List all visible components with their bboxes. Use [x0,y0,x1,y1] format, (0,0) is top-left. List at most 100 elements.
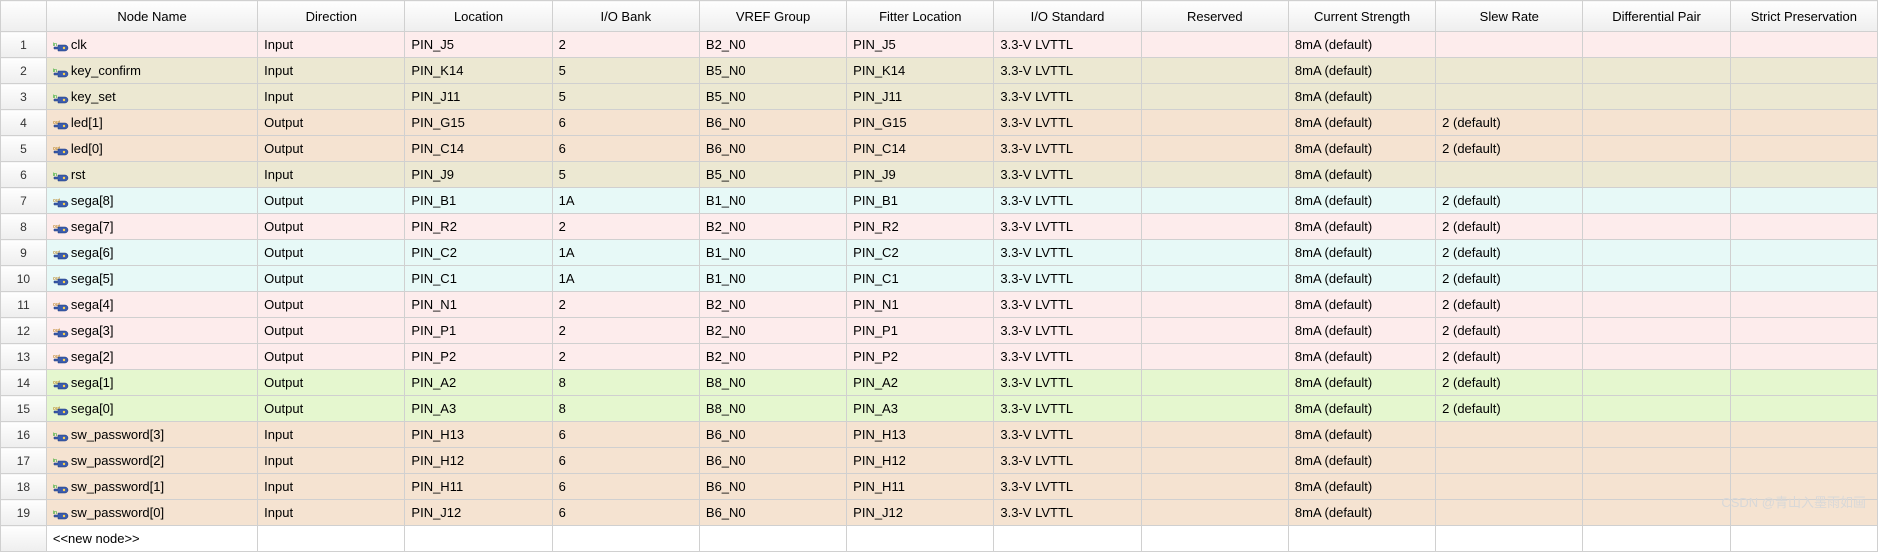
cell-std[interactable]: 3.3-V LVTTL [994,318,1141,344]
table-row[interactable]: 5 out led[0]OutputPIN_C146B6_N0PIN_C143.… [1,136,1878,162]
table-row[interactable]: 13 out sega[2]OutputPIN_P22B2_N0PIN_P23.… [1,344,1878,370]
cell-strict[interactable] [1730,396,1877,422]
cell-node[interactable]: out sega[6] [46,240,257,266]
cell-diff[interactable] [1583,84,1730,110]
cell-diff[interactable] [1583,318,1730,344]
table-row[interactable]: 7 out sega[8]OutputPIN_B11AB1_N0PIN_B13.… [1,188,1878,214]
cell-loc[interactable]: PIN_J9 [405,162,552,188]
column-header-strict[interactable]: Strict Preservation [1730,1,1877,32]
cell-loc[interactable]: PIN_J12 [405,500,552,526]
cell-node[interactable]: out sega[7] [46,214,257,240]
cell-cur[interactable]: 8mA (default) [1288,188,1435,214]
row-number[interactable]: 14 [1,370,47,396]
cell-vref[interactable]: B1_N0 [699,240,846,266]
cell-bank[interactable]: 6 [552,110,699,136]
cell-bank[interactable]: 5 [552,162,699,188]
cell-vref[interactable]: B6_N0 [699,474,846,500]
cell-slew[interactable]: 2 (default) [1436,344,1583,370]
cell-res[interactable] [1141,344,1288,370]
cell-std[interactable]: 3.3-V LVTTL [994,266,1141,292]
cell-loc[interactable]: PIN_A2 [405,370,552,396]
cell-empty[interactable] [847,526,994,552]
cell-diff[interactable] [1583,214,1730,240]
cell-dir[interactable]: Output [258,396,405,422]
cell-slew[interactable] [1436,474,1583,500]
cell-vref[interactable]: B5_N0 [699,58,846,84]
cell-diff[interactable] [1583,500,1730,526]
cell-node[interactable]: out sega[4] [46,292,257,318]
cell-diff[interactable] [1583,32,1730,58]
cell-dir[interactable]: Input [258,500,405,526]
cell-slew[interactable] [1436,84,1583,110]
cell-strict[interactable] [1730,188,1877,214]
cell-cur[interactable]: 8mA (default) [1288,292,1435,318]
cell-res[interactable] [1141,422,1288,448]
row-number[interactable]: 16 [1,422,47,448]
cell-node[interactable]: in clk [46,32,257,58]
cell-loc[interactable]: PIN_B1 [405,188,552,214]
column-header-dir[interactable]: Direction [258,1,405,32]
cell-loc[interactable]: PIN_G15 [405,110,552,136]
cell-std[interactable]: 3.3-V LVTTL [994,58,1141,84]
column-header-std[interactable]: I/O Standard [994,1,1141,32]
cell-std[interactable]: 3.3-V LVTTL [994,84,1141,110]
row-number[interactable]: 9 [1,240,47,266]
cell-res[interactable] [1141,474,1288,500]
cell-std[interactable]: 3.3-V LVTTL [994,136,1141,162]
row-number[interactable]: 6 [1,162,47,188]
cell-empty[interactable] [1141,526,1288,552]
cell-bank[interactable]: 1A [552,266,699,292]
cell-fit[interactable]: PIN_C1 [847,266,994,292]
cell-diff[interactable] [1583,58,1730,84]
cell-vref[interactable]: B6_N0 [699,136,846,162]
row-number[interactable]: 4 [1,110,47,136]
cell-vref[interactable]: B6_N0 [699,110,846,136]
row-number[interactable]: 2 [1,58,47,84]
cell-cur[interactable]: 8mA (default) [1288,318,1435,344]
cell-res[interactable] [1141,448,1288,474]
cell-bank[interactable]: 8 [552,370,699,396]
cell-diff[interactable] [1583,188,1730,214]
cell-loc[interactable]: PIN_C14 [405,136,552,162]
cell-strict[interactable] [1730,474,1877,500]
table-row[interactable]: 1 in clkInputPIN_J52B2_N0PIN_J53.3-V LVT… [1,32,1878,58]
cell-slew[interactable] [1436,500,1583,526]
cell-slew[interactable] [1436,58,1583,84]
cell-res[interactable] [1141,110,1288,136]
cell-cur[interactable]: 8mA (default) [1288,370,1435,396]
column-header-bank[interactable]: I/O Bank [552,1,699,32]
cell-vref[interactable]: B2_N0 [699,214,846,240]
cell-slew[interactable]: 2 (default) [1436,396,1583,422]
cell-bank[interactable]: 6 [552,448,699,474]
cell-node[interactable]: out led[1] [46,110,257,136]
cell-slew[interactable] [1436,32,1583,58]
table-row[interactable]: 2 in key_confirmInputPIN_K145B5_N0PIN_K1… [1,58,1878,84]
cell-fit[interactable]: PIN_P1 [847,318,994,344]
cell-vref[interactable]: B5_N0 [699,84,846,110]
cell-cur[interactable]: 8mA (default) [1288,266,1435,292]
cell-diff[interactable] [1583,474,1730,500]
row-number[interactable]: 13 [1,344,47,370]
cell-dir[interactable]: Output [258,136,405,162]
cell-bank[interactable]: 1A [552,188,699,214]
cell-vref[interactable]: B8_N0 [699,396,846,422]
cell-std[interactable]: 3.3-V LVTTL [994,292,1141,318]
column-header-loc[interactable]: Location [405,1,552,32]
cell-fit[interactable]: PIN_K14 [847,58,994,84]
row-number[interactable]: 10 [1,266,47,292]
cell-loc[interactable]: PIN_P2 [405,344,552,370]
row-number[interactable]: 18 [1,474,47,500]
cell-empty[interactable] [1436,526,1583,552]
cell-bank[interactable]: 2 [552,214,699,240]
cell-loc[interactable]: PIN_P1 [405,318,552,344]
cell-node[interactable]: in key_confirm [46,58,257,84]
cell-fit[interactable]: PIN_J5 [847,32,994,58]
cell-slew[interactable]: 2 (default) [1436,240,1583,266]
cell-empty[interactable] [1730,526,1877,552]
cell-loc[interactable]: PIN_N1 [405,292,552,318]
cell-node[interactable]: in sw_password[3] [46,422,257,448]
cell-diff[interactable] [1583,448,1730,474]
cell-diff[interactable] [1583,136,1730,162]
cell-strict[interactable] [1730,500,1877,526]
cell-bank[interactable]: 6 [552,500,699,526]
